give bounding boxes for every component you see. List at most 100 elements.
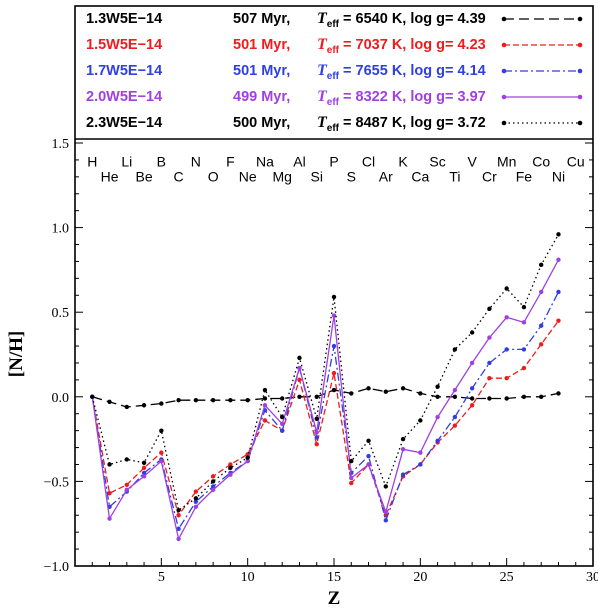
element-label-sc: Sc: [429, 154, 445, 170]
data-point: [262, 396, 268, 401]
legend-marker: [501, 94, 507, 100]
data-point: [107, 399, 112, 405]
series-line: [91, 259, 560, 541]
data-point: [556, 232, 561, 237]
element-label-li: Li: [121, 154, 132, 170]
data-point: [245, 397, 250, 403]
legend-age: 507 Myr,: [233, 11, 290, 27]
data-point: [366, 462, 371, 467]
element-label-na: Na: [256, 154, 274, 170]
data-point: [556, 318, 561, 323]
data-point: [193, 397, 199, 403]
data-point: [245, 458, 250, 464]
data-point: [176, 536, 181, 542]
data-point: [418, 391, 423, 396]
data-point: [141, 460, 147, 465]
series: [90, 386, 561, 410]
element-label-ni: Ni: [552, 169, 565, 185]
data-point: [314, 394, 319, 399]
data-point: [521, 347, 527, 352]
data-point: [210, 397, 216, 403]
data-point: [539, 262, 544, 268]
data-point: [141, 470, 147, 476]
data-point: [452, 347, 458, 352]
x-tick-label: 10: [241, 570, 255, 585]
data-point: [400, 447, 406, 452]
data-point: [469, 360, 475, 366]
data-point: [366, 453, 371, 459]
legend-entry: 1.3W5E−14 507 Myr, Teff = 6540 K, log g= 4…: [86, 10, 583, 30]
legend-age: 500 Myr,: [233, 115, 290, 131]
data-point: [193, 489, 199, 494]
data-point: [452, 387, 458, 393]
legend-age: 499 Myr,: [233, 89, 290, 105]
data-point: [539, 323, 544, 328]
data-point: [141, 474, 147, 479]
element-label-c: C: [174, 169, 184, 185]
data-point: [176, 513, 181, 518]
legend-teff: Teff = 7655 K, log g= 4.14: [317, 62, 486, 82]
x-axis-title: Z: [328, 588, 341, 609]
legend-marker: [501, 120, 507, 126]
data-point: [280, 421, 285, 427]
data-point: [469, 330, 475, 335]
x-tick-label: 15: [327, 570, 341, 585]
data-point: [521, 365, 527, 371]
data-point: [228, 397, 233, 403]
axes: 5 10 15 20 25 30 −1.0 −0.5 0.0 0.5 1.0 1.5: [44, 137, 598, 585]
legend-entry: 2.0W5E−14 499 Myr, Teff = 8322 K, log g= 3…: [86, 88, 583, 108]
element-label-s: S: [347, 169, 356, 185]
data-point: [210, 479, 216, 484]
element-label-n: N: [191, 154, 201, 170]
legend-teff: Teff = 6540 K, log g= 4.39: [317, 10, 486, 30]
y-tick-label: −0.5: [44, 475, 69, 490]
series-lines: [90, 232, 561, 542]
data-point: [262, 387, 268, 393]
element-label-ne: Ne: [239, 169, 257, 185]
data-point: [556, 289, 561, 295]
data-point: [124, 404, 129, 410]
element-label-be: Be: [136, 169, 153, 185]
data-point: [331, 370, 337, 376]
data-point: [366, 438, 371, 443]
y-tick-label: 1.0: [52, 222, 70, 237]
x-tick-label: 30: [586, 570, 598, 585]
element-label-fe: Fe: [516, 169, 533, 185]
data-point: [469, 396, 475, 401]
data-point: [297, 365, 302, 371]
data-point: [452, 394, 458, 399]
element-label-ca: Ca: [411, 169, 429, 185]
series-line: [91, 320, 560, 517]
data-point: [159, 401, 164, 406]
data-point: [314, 435, 319, 440]
data-point: [141, 403, 147, 408]
data-point: [90, 394, 95, 399]
data-point: [487, 360, 492, 366]
data-point: [280, 396, 285, 401]
data-point: [297, 377, 302, 383]
element-label-al: Al: [293, 154, 305, 170]
data-point: [383, 509, 388, 515]
legend-entry: 1.7W5E−14 501 Myr, Teff = 7655 K, log g= 4…: [86, 62, 583, 82]
data-point: [487, 306, 492, 312]
element-label-p: P: [329, 154, 338, 170]
data-point: [504, 375, 509, 381]
element-label-ar: Ar: [379, 169, 393, 185]
data-point: [556, 391, 561, 396]
data-point: [280, 428, 285, 433]
legend-marker: [501, 42, 507, 48]
data-point: [504, 286, 509, 291]
data-point: [193, 496, 199, 501]
x-tick-label: 5: [158, 570, 165, 585]
data-point: [331, 343, 337, 349]
data-point: [469, 386, 475, 391]
legend-teff: Teff = 7037 K, log g= 4.23: [317, 36, 486, 56]
element-label-v: V: [467, 154, 477, 170]
data-point: [245, 455, 250, 460]
data-point: [400, 472, 406, 477]
series: [90, 232, 561, 513]
data-point: [314, 441, 319, 447]
data-point: [435, 414, 440, 420]
element-labels: H Li B N F Na Al P Cl K Sc V Mn Co Cu He Be C O Ne Mg Si S Ar Ca…: [87, 154, 584, 185]
legend-marker: [577, 42, 583, 48]
